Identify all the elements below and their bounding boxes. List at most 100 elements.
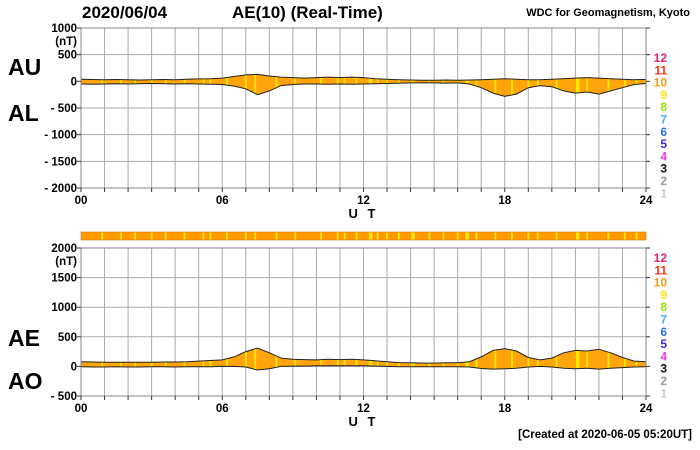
x-axis-title: U T: [349, 206, 379, 221]
y-tick-label: - 500: [51, 391, 77, 403]
station-bar-9-mark: [536, 232, 539, 240]
y-tick-label: 2000: [51, 243, 77, 255]
trace-band-ae-ao: [81, 348, 646, 370]
legend-count-9: 9: [660, 288, 667, 302]
y-axis-labels: 2000 1500 1000 500 0 - 500 (nT): [51, 243, 77, 403]
station-bar-9-mark: [575, 232, 580, 240]
station-bar-9-mark: [411, 232, 415, 240]
station-bar-9-mark: [355, 232, 358, 240]
trace-line-au: [80, 73, 647, 81]
station-bar-9-mark: [397, 232, 400, 240]
legend-count-4: 4: [660, 349, 667, 363]
station-bar-9-mark: [607, 232, 610, 240]
legend-count-11: 11: [654, 63, 667, 77]
legend-count-10: 10: [654, 276, 668, 290]
station-bar-9-mark: [635, 232, 638, 240]
station-availability-bar: [80, 231, 647, 241]
station-bar-9-mark: [376, 232, 379, 240]
chart-date: 2020/06/04: [82, 3, 168, 22]
station-bar-9-mark: [555, 232, 558, 240]
station-bar-9-mark: [244, 232, 247, 240]
index-label-al: AL: [8, 100, 39, 126]
trace-line-ae: [80, 347, 647, 364]
trace-yellow-slivers: [101, 348, 638, 370]
x-tick-label: 00: [75, 403, 88, 415]
grid-ae-ao: [81, 248, 646, 396]
x-tick-label: 06: [216, 403, 229, 415]
y-tick-label: 1500: [51, 273, 77, 285]
station-bar-9-mark: [254, 232, 257, 240]
y-axis-unit: (nT): [55, 256, 77, 268]
data-source-label: WDC for Geomagnetism, Kyoto: [526, 7, 690, 19]
index-label-au: AU: [8, 54, 41, 80]
x-axis-title: U T: [349, 414, 379, 429]
station-bar-9-mark: [527, 232, 530, 240]
y-tick-label: 0: [71, 76, 77, 88]
legend-count-4: 4: [660, 149, 667, 163]
station-bar-9-mark: [386, 232, 388, 240]
station-bar-9-mark: [510, 232, 513, 240]
legend-count-6: 6: [660, 125, 667, 139]
y-tick-label: 1000: [51, 23, 77, 35]
station-bar-9-mark: [494, 232, 497, 240]
x-tick-label: 12: [357, 403, 370, 415]
station-bar-9-mark: [368, 232, 373, 240]
axis-ticks: [77, 247, 650, 400]
y-tick-label: 500: [58, 332, 77, 344]
index-label-ao: AO: [8, 368, 43, 394]
y-tick-label: - 1500: [44, 156, 77, 168]
station-bar-10: [80, 231, 647, 241]
station-bar-9-mark: [275, 232, 278, 240]
legend-count-11: 11: [654, 263, 667, 277]
station-bar-9-mark: [164, 232, 167, 240]
y-tick-label: 0: [71, 361, 77, 373]
legend-count-9: 9: [660, 88, 667, 102]
station-bar-9-mark: [150, 232, 153, 240]
legend-count-5: 5: [660, 137, 667, 151]
station-bar-9-mark: [320, 232, 323, 240]
x-tick-label: 06: [216, 195, 229, 207]
station-bar-9-mark: [209, 232, 212, 240]
legend-count-2: 2: [660, 374, 667, 388]
legend-count-1: 1: [660, 186, 667, 200]
station-bar-9-mark: [475, 232, 478, 240]
legend-count-3: 3: [660, 362, 667, 376]
trace-band-au-al: [81, 74, 646, 97]
axis-ticks: [77, 27, 650, 192]
y-axis-labels: 1000 500 0 - 500 - 1000 - 1500 - 2000 (nT): [44, 23, 77, 195]
station-bar-9-mark: [294, 232, 297, 240]
legend-count-3: 3: [660, 162, 667, 176]
page-title: AE(10) (Real-Time): [232, 3, 383, 22]
station-bar-9-mark: [226, 232, 228, 240]
station-bar-9-mark: [134, 232, 137, 240]
station-bar-9-mark: [428, 232, 431, 240]
y-tick-label: - 1000: [44, 130, 77, 142]
x-axis-labels: 00 06 12 18 24 U T: [75, 195, 653, 221]
station-bar-9-mark: [465, 232, 469, 240]
station-bar-9-mark: [336, 232, 339, 240]
index-label-ae: AE: [8, 325, 40, 351]
station-bar-9-mark: [456, 232, 459, 240]
trace-line-ao: [80, 365, 647, 371]
grid-au-al: [81, 28, 646, 188]
legend-count-8: 8: [660, 100, 667, 114]
x-tick-label: 24: [640, 403, 653, 415]
legend-count-2: 2: [660, 174, 667, 188]
x-tick-label: 24: [640, 195, 653, 207]
station-bar-9-mark: [586, 232, 589, 240]
legend-count-5: 5: [660, 337, 667, 351]
legend-count-6: 6: [660, 325, 667, 339]
trace-line-al: [80, 82, 647, 97]
station-bar-9-mark: [101, 232, 104, 240]
station-bar-9-mark: [442, 232, 445, 240]
y-axis-unit: (nT): [55, 36, 77, 48]
y-tick-label: - 500: [51, 103, 77, 115]
legend-count-12: 12: [654, 251, 668, 265]
legend-count-10: 10: [654, 76, 668, 90]
station-bar-9-mark: [183, 232, 186, 240]
